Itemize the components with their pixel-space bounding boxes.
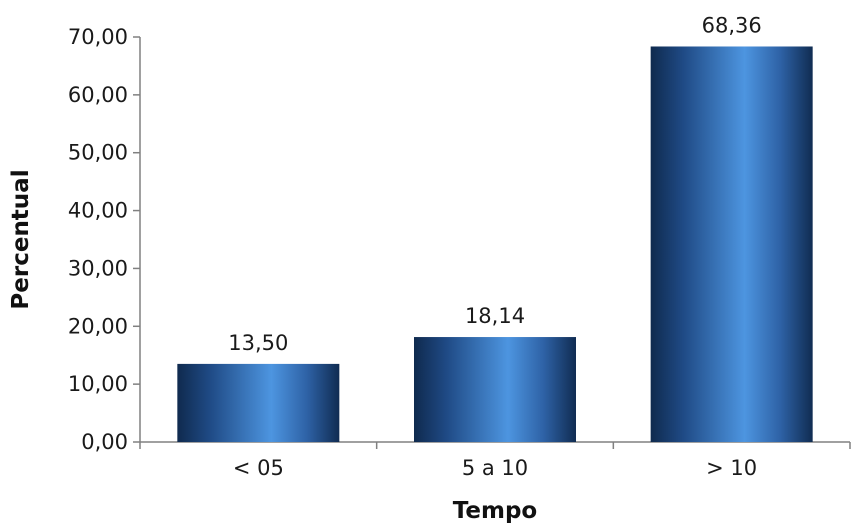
data-labels: 13,50 18,14 68,36: [228, 13, 761, 354]
y-tick-label: 60,00: [68, 83, 128, 107]
bar: [414, 337, 576, 442]
bar: [650, 46, 813, 442]
y-tick-label: 20,00: [68, 314, 128, 338]
y-tick-label: 10,00: [68, 372, 128, 396]
y-tick-label: 50,00: [68, 141, 128, 165]
data-label: 18,14: [465, 304, 525, 328]
x-tick-label: > 10: [706, 456, 757, 480]
y-tick-label: 30,00: [68, 256, 128, 280]
y-tick-label: 70,00: [68, 25, 128, 49]
y-axis: 0,00 10,00 20,00 30,00 40,00 50,00 60,00 70,00: [68, 25, 141, 454]
x-tick-label: < 05: [233, 456, 284, 480]
bar: [177, 363, 340, 442]
data-label: 68,36: [702, 13, 762, 37]
x-axis: < 05 5 a 10 > 10: [139, 441, 851, 480]
bars: [177, 46, 813, 442]
data-label: 13,50: [228, 331, 288, 355]
y-tick-label: 40,00: [68, 199, 128, 223]
y-axis-title: Percentual: [8, 169, 34, 309]
x-axis-title: Tempo: [453, 498, 537, 524]
x-tick-label: 5 a 10: [462, 456, 528, 480]
y-tick-label: 0,00: [81, 430, 128, 454]
